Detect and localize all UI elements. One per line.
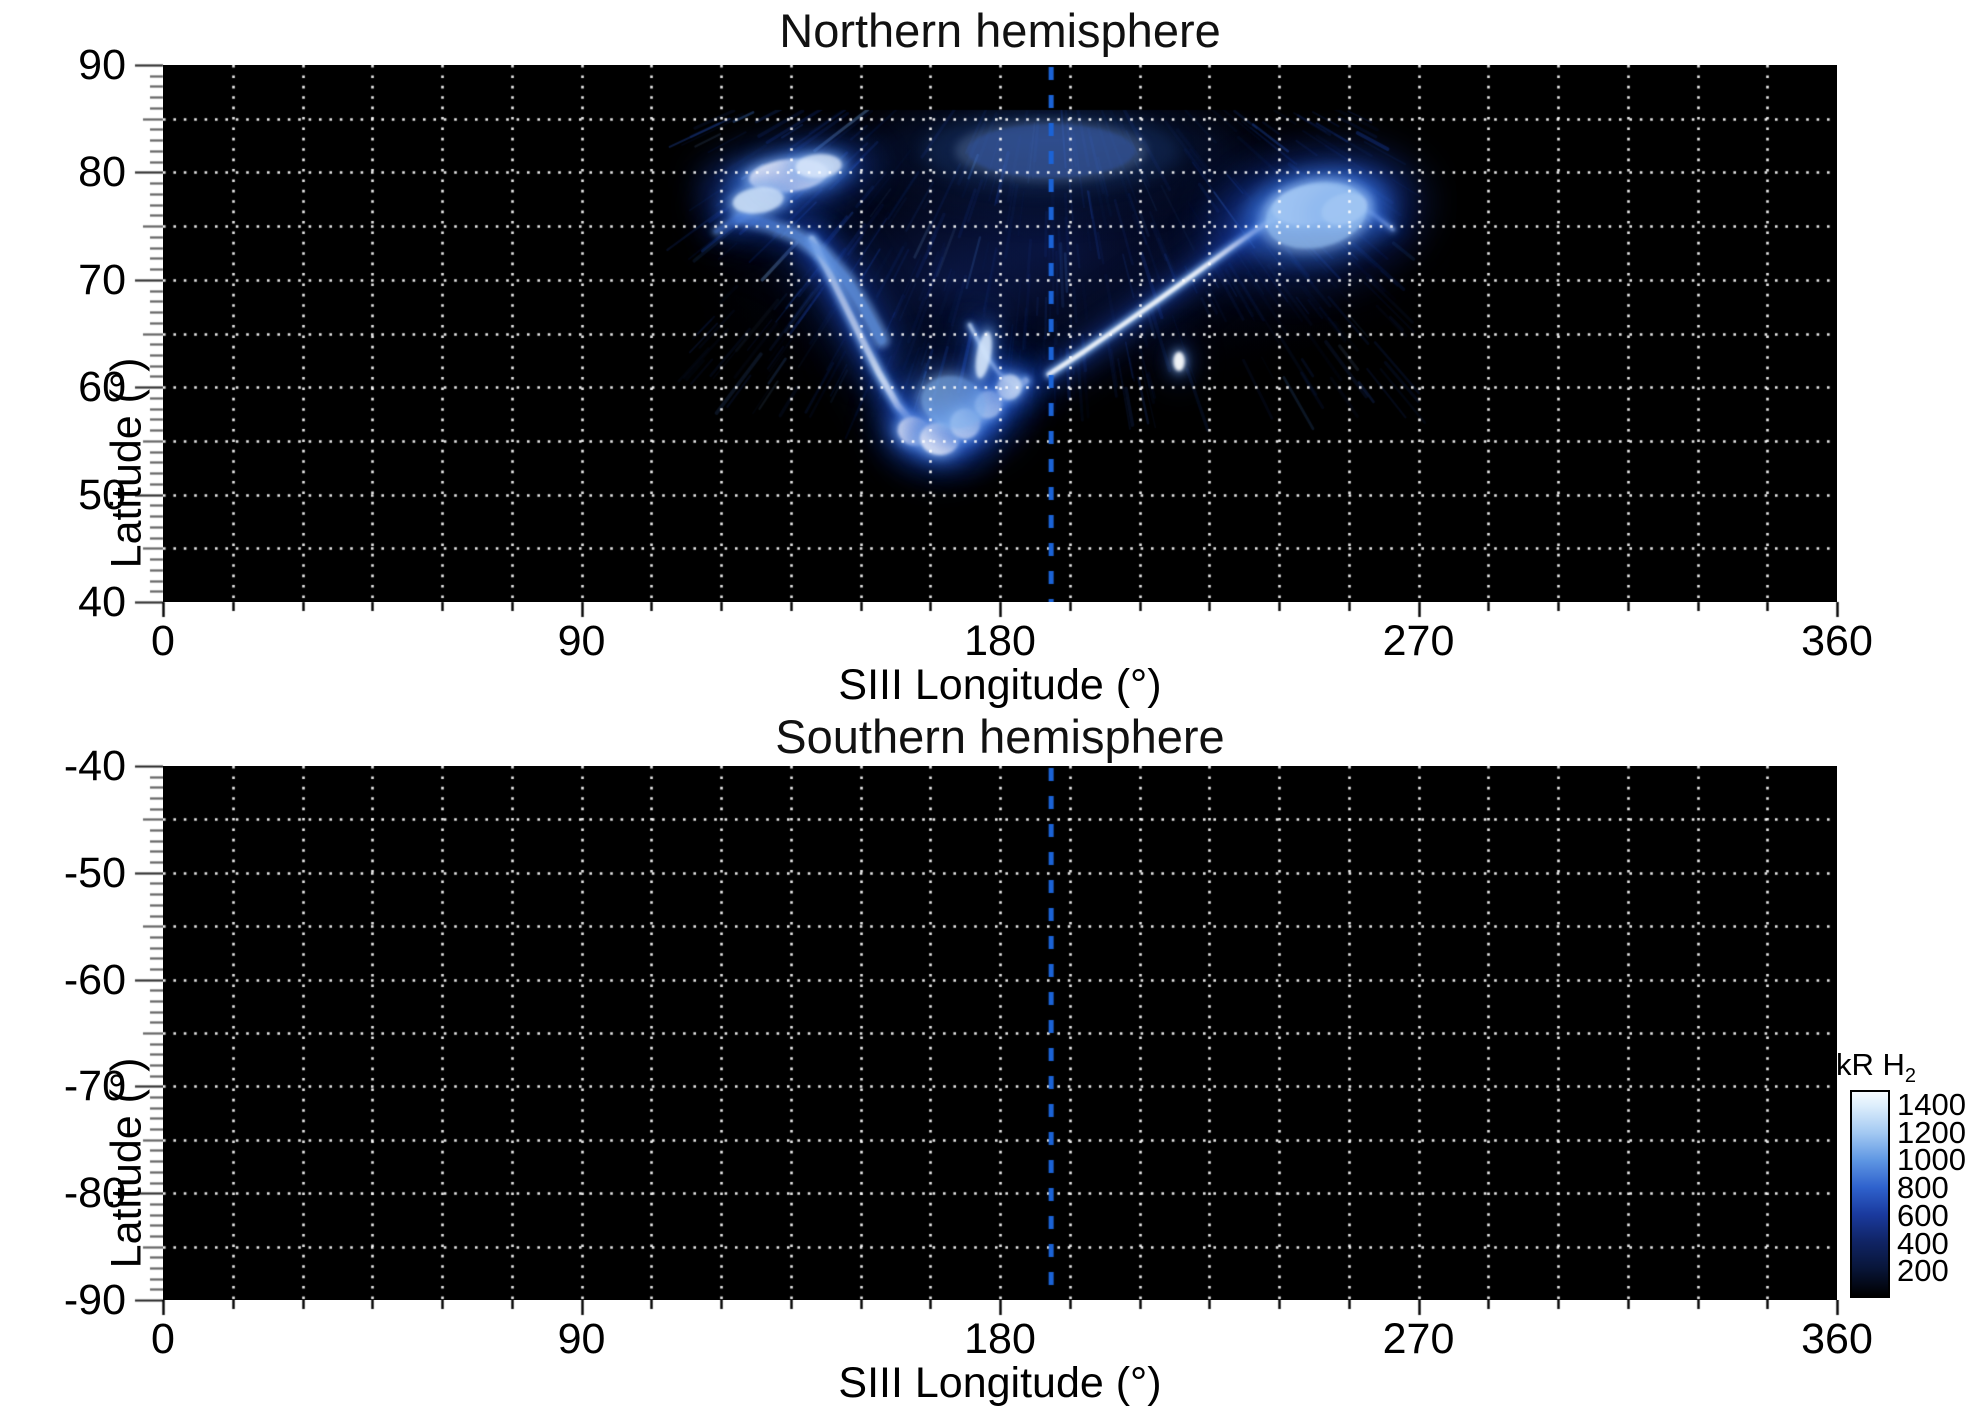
south-y-tick-label: -40	[63, 742, 126, 790]
south-x-tick-label: 360	[1801, 1315, 1873, 1363]
north-y-tick-label: 40	[78, 578, 126, 626]
north-panel-title: Northern hemisphere	[779, 4, 1221, 57]
south-y-axis-title: Latitude (°)	[102, 1057, 151, 1269]
south-plot-area	[163, 766, 1837, 1300]
south-x-tick-label: 90	[557, 1315, 606, 1363]
north-x-tick-label: 180	[964, 617, 1036, 665]
south-aurora-map-canvas	[163, 766, 1837, 1300]
colorbar-tick-label: 1400	[1897, 1086, 1966, 1122]
north-x-tick-label: 360	[1801, 617, 1873, 665]
south-y-tick-label: -90	[63, 1276, 126, 1324]
north-x-tick-label: 270	[1382, 617, 1455, 665]
south-x-tick-label: 180	[964, 1315, 1036, 1363]
north-y-tick-label: 90	[78, 41, 126, 89]
colorbar-tick-label: 400	[1897, 1225, 1949, 1261]
colorbar-tick-label: 800	[1897, 1170, 1949, 1206]
north-y-tick-label: 50	[78, 470, 126, 519]
north-x-axis-title: SIII Longitude (°)	[838, 661, 1162, 709]
south-y-tick-label: -60	[63, 955, 126, 1004]
colorbar-title-sub: 2	[1904, 1065, 1917, 1088]
south-x-tick-label: 0	[151, 1315, 175, 1363]
colorbar-tick-label: 200	[1897, 1253, 1949, 1289]
north-y-tick-label: 60	[78, 363, 126, 412]
north-plot-area	[163, 65, 1837, 602]
colorbar-tick-label: 1000	[1897, 1142, 1966, 1178]
colorbar-title-main: kR H	[1836, 1047, 1905, 1082]
south-panel-title: Southern hemisphere	[775, 710, 1225, 763]
north-x-tick-label: 0	[151, 617, 175, 665]
north-y-tick-label: 80	[78, 148, 126, 197]
colorbar-gradient	[1850, 1090, 1890, 1298]
south-x-tick-label: 270	[1382, 1315, 1455, 1363]
south-x-axis-title: SIII Longitude (°)	[838, 1359, 1162, 1407]
south-y-tick-label: -70	[63, 1062, 126, 1111]
colorbar-title: kR H2	[1836, 1048, 1916, 1093]
colorbar-tick-label: 600	[1897, 1197, 1949, 1233]
south-y-tick-label: -50	[63, 848, 126, 897]
colorbar-tick-label: 1200	[1897, 1114, 1966, 1150]
north-y-tick-label: 70	[78, 255, 126, 304]
north-y-axis-title: Latitude (°)	[102, 357, 151, 569]
north-aurora-map-canvas	[163, 65, 1837, 602]
north-x-tick-label: 90	[557, 617, 606, 665]
south-y-tick-label: -80	[63, 1169, 126, 1218]
